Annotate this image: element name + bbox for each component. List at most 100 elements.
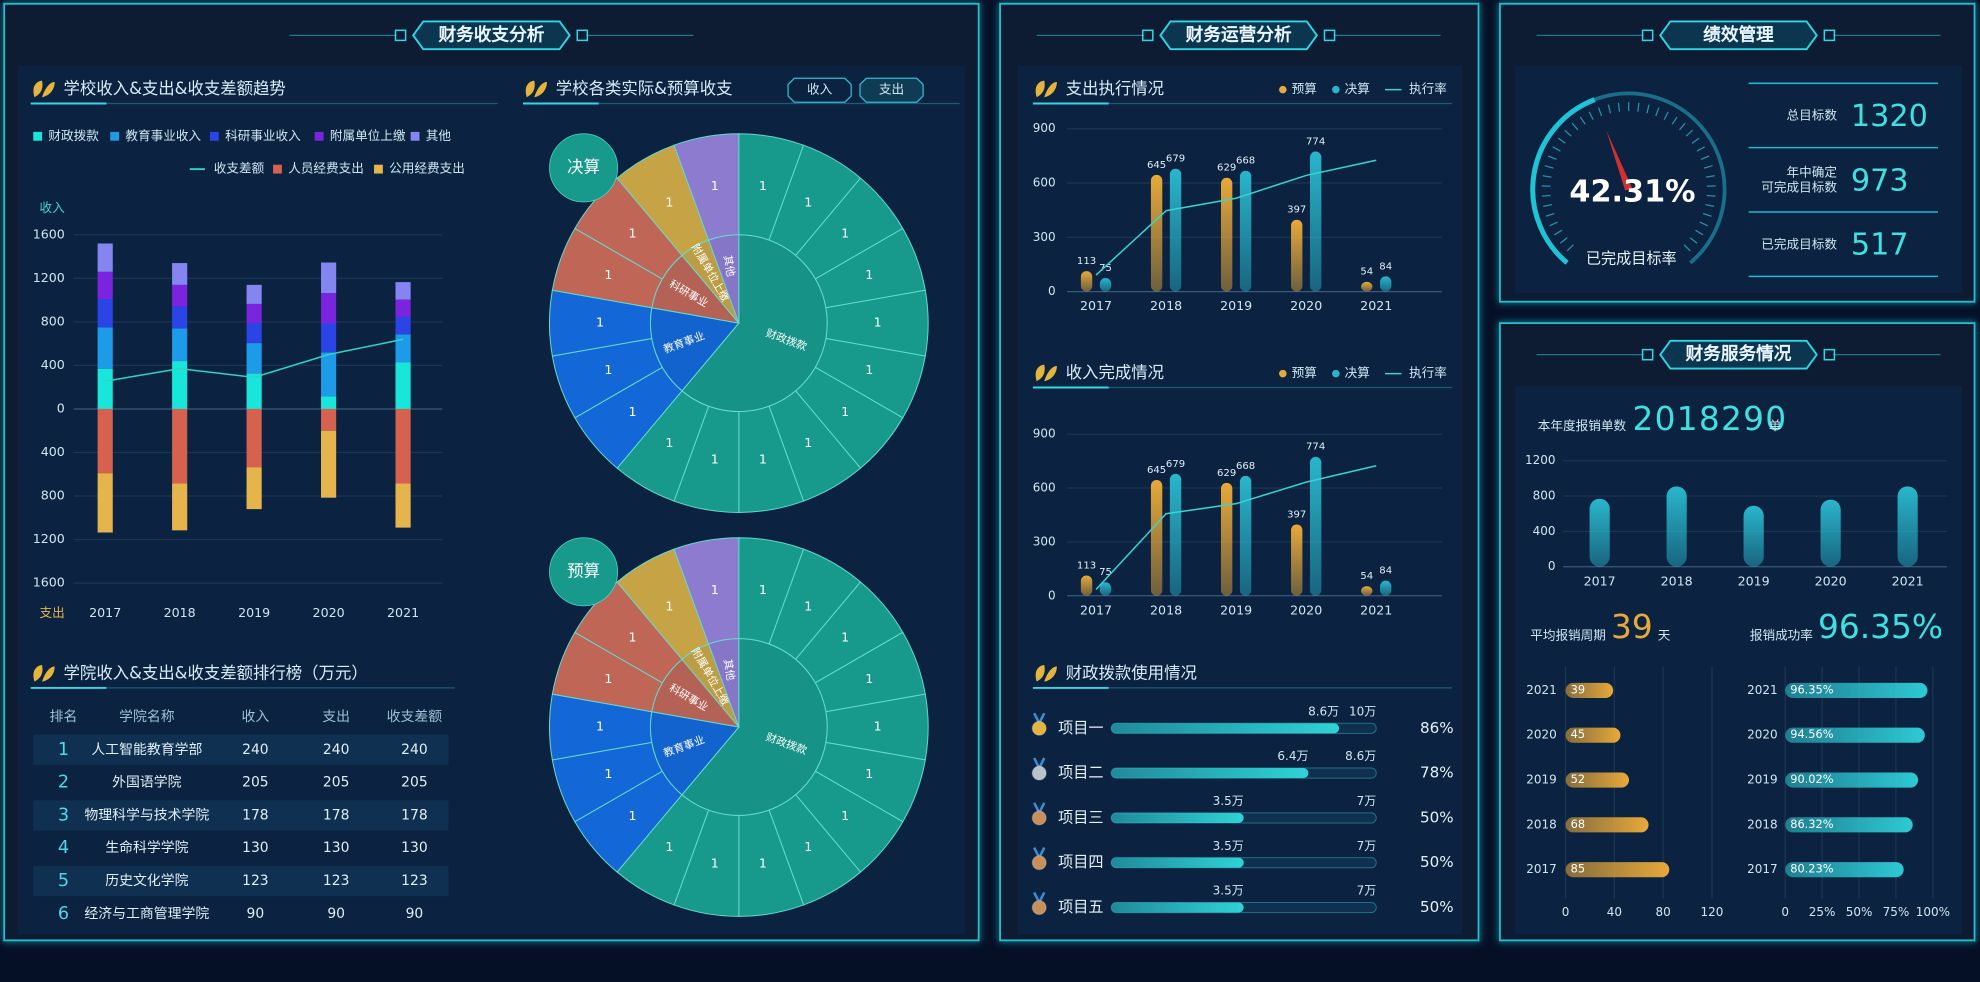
bar-value-label: 54 <box>1360 571 1373 582</box>
table-header: 收支差额 <box>387 709 443 725</box>
x-tick-label: 2017 <box>1080 602 1112 617</box>
sunburst-value: 1 <box>759 855 767 870</box>
bar-value-label: 113 <box>1077 256 1096 267</box>
table-header: 支出 <box>322 709 350 725</box>
service-label: 平均报销周期 <box>1530 628 1606 643</box>
x-tick-label: 2017 <box>89 605 121 620</box>
gauge-tick <box>1545 212 1555 217</box>
section-icon <box>1035 665 1057 682</box>
table-cell: 130 <box>242 840 268 856</box>
progress-fill <box>1111 768 1309 779</box>
sunburst-value: 1 <box>604 362 612 377</box>
toggle-button[interactable]: 支出 <box>859 77 924 103</box>
bar-value-label: 668 <box>1236 156 1255 167</box>
table-row-bg <box>33 734 449 765</box>
bar <box>1291 524 1303 596</box>
progress-fill <box>1111 723 1340 734</box>
table-cell: 205 <box>242 775 268 791</box>
bar-value-label: 645 <box>1147 465 1166 476</box>
medal <box>1031 855 1047 871</box>
table-cell: 130 <box>401 840 427 856</box>
bar <box>1099 582 1112 596</box>
sunburst-value: 1 <box>804 194 812 209</box>
x-tick-label: 2020 <box>1290 602 1322 617</box>
x-tick-label: 2019 <box>1220 298 1252 313</box>
bar <box>1309 456 1322 596</box>
legend-swatch <box>273 164 282 174</box>
bar-value-label: 629 <box>1217 468 1236 479</box>
gauge-label: 已完成目标率 <box>1586 249 1677 267</box>
legend-label: 预算 <box>1292 81 1317 96</box>
gauge-tick <box>1557 137 1566 144</box>
service-label: 报销成功率 <box>1750 628 1813 643</box>
y-tick-label: 2017 <box>1526 862 1557 876</box>
project-label: 项目三 <box>1058 808 1103 826</box>
legend-label: 其他 <box>426 128 452 143</box>
y-tick-label: 400 <box>41 444 65 459</box>
bar-value-label: 75 <box>1099 263 1112 274</box>
button-shape <box>787 77 852 103</box>
x-tick-label: 2018 <box>1150 602 1182 617</box>
bar <box>1666 486 1687 567</box>
header-decor <box>1323 29 1336 42</box>
legend-label: 财政拨款 <box>48 128 99 143</box>
bar <box>1291 219 1303 292</box>
bar <box>1361 281 1373 292</box>
table-header: 排名 <box>50 709 78 725</box>
toggle-button[interactable]: 收入 <box>787 77 852 103</box>
legend-label: 人员经费支出 <box>288 161 364 176</box>
sunburst-category: 其他 <box>721 254 738 278</box>
gauge-tick <box>1564 129 1572 137</box>
bar-value-label: 774 <box>1306 136 1325 147</box>
table-rank: 1 <box>58 740 69 760</box>
progress-used-label: 8.6万 <box>1308 704 1339 718</box>
y-tick-label: 0 <box>1048 284 1056 298</box>
progress-total-label: 7万 <box>1357 839 1377 853</box>
x-tick-label: 2021 <box>1360 298 1392 313</box>
legend-label: 公用经费支出 <box>389 161 465 176</box>
sunburst-value: 1 <box>841 629 849 644</box>
bar <box>1785 682 1928 699</box>
line-series <box>1095 465 1377 590</box>
table-cell: 205 <box>323 775 349 791</box>
y-tick-label: 1600 <box>33 575 65 590</box>
progress-total-label: 8.6万 <box>1345 749 1376 763</box>
header-badge <box>411 20 571 51</box>
gauge-tick <box>1552 146 1561 152</box>
bar <box>1380 276 1392 292</box>
section-icon <box>33 80 55 98</box>
bar-value-label: 679 <box>1166 459 1185 470</box>
bar-value-label: 90.02% <box>1790 772 1833 786</box>
bar-segment <box>97 368 113 409</box>
bar <box>1589 498 1610 567</box>
sunburst-inner <box>649 307 740 392</box>
kpi-value: 1320 <box>1851 99 1928 134</box>
table-cell: 90 <box>247 906 265 922</box>
progress-rate: 78% <box>1420 764 1454 782</box>
bar <box>1565 772 1630 788</box>
legend-label: 执行率 <box>1409 81 1447 96</box>
gauge-tick <box>1655 107 1660 117</box>
service-unit: 天 <box>1658 628 1671 643</box>
y-tick-label: 0 <box>57 400 65 415</box>
bar <box>1169 168 1182 292</box>
sunburst-value: 1 <box>841 225 849 240</box>
header-decor <box>1641 29 1654 42</box>
bar-segment <box>395 299 411 317</box>
y-tick-label: 1600 <box>33 226 65 241</box>
table-row-bg <box>33 800 449 831</box>
bar-segment <box>321 430 337 498</box>
y-tick-label: 0 <box>1548 559 1556 573</box>
y-tick-label: 600 <box>1033 481 1056 495</box>
y-tick-label: 2018 <box>1747 817 1778 831</box>
bar <box>1150 479 1163 596</box>
y-tick-label: 2018 <box>1526 817 1557 831</box>
line-series <box>105 338 404 382</box>
bar <box>1099 278 1112 292</box>
gauge-tick <box>1691 137 1700 144</box>
section-icon <box>33 665 55 682</box>
bar-segment <box>395 316 411 335</box>
sunburst-value: 1 <box>604 267 612 282</box>
bar-segment <box>321 262 337 294</box>
project-label: 项目一 <box>1058 719 1103 737</box>
